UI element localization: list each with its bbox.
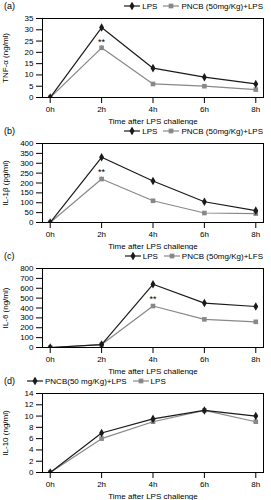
svg-text:0h: 0h bbox=[46, 105, 55, 114]
svg-text:4: 4 bbox=[29, 445, 34, 454]
svg-text:2h: 2h bbox=[97, 480, 106, 489]
svg-text:100: 100 bbox=[20, 333, 34, 342]
svg-text:6h: 6h bbox=[200, 230, 209, 239]
svg-text:150: 150 bbox=[20, 188, 34, 197]
svg-text:20: 20 bbox=[25, 48, 34, 57]
svg-text:25: 25 bbox=[25, 37, 34, 46]
svg-text:0: 0 bbox=[29, 468, 34, 477]
html-text:LPS: LPS bbox=[150, 376, 166, 386]
svg-text:Time after LPS challenge: Time after LPS challenge bbox=[108, 242, 198, 251]
svg-text:400: 400 bbox=[20, 304, 34, 313]
svg-text:4h: 4h bbox=[149, 480, 158, 489]
svg-text:6: 6 bbox=[29, 434, 34, 443]
svg-text:**: ** bbox=[98, 37, 106, 47]
svg-text:IL-10 (ng/ml): IL-10 (ng/ml) bbox=[1, 410, 10, 456]
svg-text:500: 500 bbox=[20, 294, 34, 303]
svg-text:0h: 0h bbox=[46, 230, 55, 239]
svg-text:4h: 4h bbox=[149, 355, 158, 364]
svg-text:10: 10 bbox=[25, 70, 34, 79]
html-text:PNCB (50mg/Kg)+LFS: PNCB (50mg/Kg)+LFS bbox=[181, 251, 263, 261]
html-text:LPS: LPS bbox=[142, 1, 158, 11]
svg-text:2h: 2h bbox=[97, 105, 106, 114]
svg-text:8h: 8h bbox=[251, 230, 260, 239]
svg-text:2h: 2h bbox=[97, 230, 106, 239]
svg-text:4h: 4h bbox=[149, 105, 158, 114]
html-text:PNCB(50 mg/Kg)+LPS: PNCB(50 mg/Kg)+LPS bbox=[45, 376, 127, 386]
svg-text:300: 300 bbox=[20, 313, 34, 322]
svg-text:600: 600 bbox=[20, 284, 34, 293]
svg-text:8: 8 bbox=[29, 423, 34, 432]
svg-text:10: 10 bbox=[25, 412, 34, 421]
svg-text:0: 0 bbox=[29, 218, 34, 227]
svg-text:12: 12 bbox=[25, 400, 34, 409]
svg-text:8h: 8h bbox=[251, 355, 260, 364]
svg-text:0h: 0h bbox=[46, 355, 55, 364]
svg-text:2h: 2h bbox=[97, 355, 106, 364]
svg-text:350: 350 bbox=[20, 149, 34, 158]
svg-text:8h: 8h bbox=[251, 105, 260, 114]
svg-text:200: 200 bbox=[20, 179, 34, 188]
html-text:PNCB (50mg/Kg)+LPS: PNCB (50mg/Kg)+LPS bbox=[181, 1, 263, 11]
svg-text:0: 0 bbox=[29, 343, 34, 352]
svg-text:400: 400 bbox=[20, 139, 34, 148]
svg-text:800: 800 bbox=[20, 264, 34, 273]
svg-text:2: 2 bbox=[29, 457, 34, 466]
svg-text:15: 15 bbox=[25, 59, 34, 68]
html-text:(a): (a) bbox=[4, 1, 15, 11]
svg-text:100: 100 bbox=[20, 198, 34, 207]
svg-text:6h: 6h bbox=[200, 105, 209, 114]
svg-text:8h: 8h bbox=[251, 480, 260, 489]
svg-text:Time after LPS challenge: Time after LPS challenge bbox=[108, 117, 198, 126]
svg-text:TNF-α (ng/ml): TNF-α (ng/ml) bbox=[1, 33, 10, 83]
svg-text:Time after LPS challenge: Time after LPS challenge bbox=[108, 367, 198, 376]
svg-text:6h: 6h bbox=[200, 480, 209, 489]
svg-text:300: 300 bbox=[20, 159, 34, 168]
svg-text:50: 50 bbox=[25, 208, 34, 217]
svg-text:IL-6 (ng/ml): IL-6 (ng/ml) bbox=[1, 287, 10, 328]
svg-text:5: 5 bbox=[29, 82, 34, 91]
svg-text:6h: 6h bbox=[200, 355, 209, 364]
html-text:PNCB (50mg/Kg)+LPS: PNCB (50mg/Kg)+LPS bbox=[181, 126, 263, 136]
html-text:LPS: LPS bbox=[142, 251, 158, 261]
svg-text:**: ** bbox=[98, 167, 106, 177]
svg-text:35: 35 bbox=[25, 14, 34, 23]
svg-text:4h: 4h bbox=[149, 230, 158, 239]
html-text:LPS: LPS bbox=[142, 126, 158, 136]
html-text:(c): (c) bbox=[4, 251, 15, 261]
svg-text:IL-1β (pg/ml): IL-1β (pg/ml) bbox=[1, 160, 10, 206]
svg-text:30: 30 bbox=[25, 25, 34, 34]
svg-text:250: 250 bbox=[20, 169, 34, 178]
html-text:(b): (b) bbox=[4, 126, 15, 136]
svg-text:700: 700 bbox=[20, 274, 34, 283]
svg-text:200: 200 bbox=[20, 323, 34, 332]
svg-text:0h: 0h bbox=[46, 480, 55, 489]
svg-text:14: 14 bbox=[25, 389, 34, 398]
svg-text:**: ** bbox=[149, 294, 157, 304]
svg-text:Time after LPS challenge: Time after LPS challenge bbox=[108, 492, 198, 500]
html-text:(d): (d) bbox=[4, 376, 15, 386]
svg-text:0: 0 bbox=[29, 93, 34, 102]
